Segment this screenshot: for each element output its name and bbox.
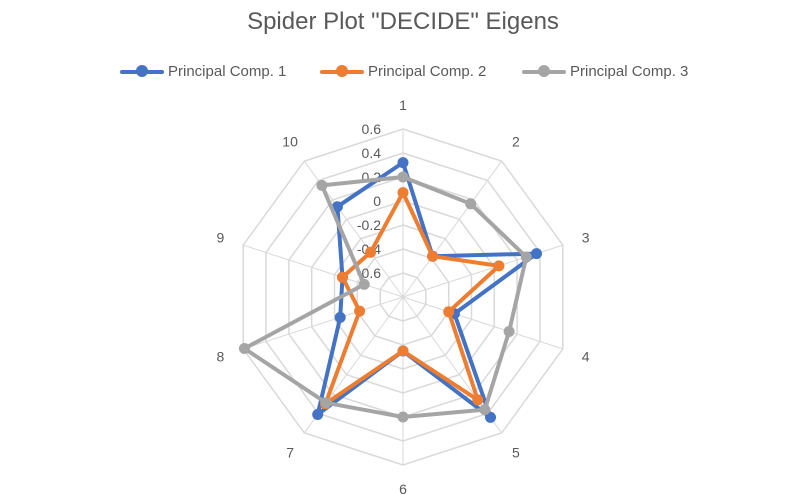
data-point-series-3-cat-4 <box>503 326 515 337</box>
series-line-3 <box>242 175 529 419</box>
category-label-3: 3 <box>582 230 590 246</box>
data-point-series-3-cat-5 <box>479 404 491 416</box>
data-point-series-3-cat-9 <box>358 278 370 290</box>
data-point-series-3-cat-8 <box>238 343 250 354</box>
data-point-series-2-cat-4 <box>443 306 455 318</box>
data-point-series-3-cat-2 <box>465 198 477 210</box>
data-point-series-3-cat-6 <box>397 411 409 423</box>
legend-item-series-2[interactable]: Principal Comp. 2 <box>320 60 486 82</box>
radial-tick-label: -0.2 <box>357 217 381 233</box>
data-point-series-2-cat-1 <box>397 187 409 199</box>
data-point-series-2-cat-5 <box>472 394 484 406</box>
legend-label-series-3: Principal Comp. 3 <box>570 62 689 80</box>
legend: Principal Comp. 1 Principal Comp. 2 Prin… <box>0 60 806 84</box>
data-point-series-1-cat-7 <box>312 409 324 420</box>
category-label-6: 6 <box>399 481 407 495</box>
category-label-5: 5 <box>512 444 520 460</box>
data-point-series-3-cat-1 <box>397 171 409 183</box>
data-point-series-1-cat-8 <box>334 311 346 323</box>
data-point-series-3-cat-7 <box>320 397 332 409</box>
data-point-series-2-cat-3 <box>493 260 505 272</box>
radial-tick-label: 0 <box>373 193 381 209</box>
data-point-series-1-cat-3 <box>531 248 542 260</box>
legend-item-series-1[interactable]: Principal Comp. 1 <box>120 60 286 82</box>
data-point-series-1-cat-1 <box>397 157 409 169</box>
category-label-1: 1 <box>399 97 407 113</box>
legend-label-series-1: Principal Comp. 1 <box>168 62 287 80</box>
radar-spoke-4 <box>402 296 563 350</box>
data-point-series-2-cat-10 <box>365 246 377 258</box>
category-label-8: 8 <box>217 348 225 364</box>
data-point-series-2-cat-2 <box>427 250 439 262</box>
radial-tick-label: 0.4 <box>362 145 382 161</box>
data-point-series-3-cat-10 <box>316 179 328 191</box>
category-label-4: 4 <box>582 348 590 364</box>
data-point-series-2-cat-8 <box>354 305 366 317</box>
data-point-series-1-cat-10 <box>331 201 343 213</box>
data-point-series-2-cat-6 <box>397 345 409 357</box>
data-point-series-3-cat-3 <box>520 251 532 263</box>
legend-swatch-series-2 <box>320 64 364 78</box>
legend-label-series-2: Principal Comp. 2 <box>368 62 487 80</box>
category-label-7: 7 <box>286 444 294 460</box>
radar-spoke-2 <box>402 160 503 298</box>
category-label-2: 2 <box>512 134 520 150</box>
radar-spoke-9 <box>243 244 404 298</box>
legend-item-series-3[interactable]: Principal Comp. 3 <box>522 60 688 82</box>
category-label-9: 9 <box>217 230 225 246</box>
radial-tick-label: 0.6 <box>362 121 382 137</box>
legend-swatch-series-3 <box>522 64 566 78</box>
radar-spoke-8 <box>243 296 404 350</box>
chart-title: Spider Plot "DECIDE" Eigens <box>247 8 559 35</box>
data-point-series-1-cat-5 <box>485 411 496 423</box>
data-point-series-2-cat-9 <box>337 271 348 283</box>
category-label-10: 10 <box>282 134 298 150</box>
legend-swatch-series-1 <box>120 64 164 78</box>
